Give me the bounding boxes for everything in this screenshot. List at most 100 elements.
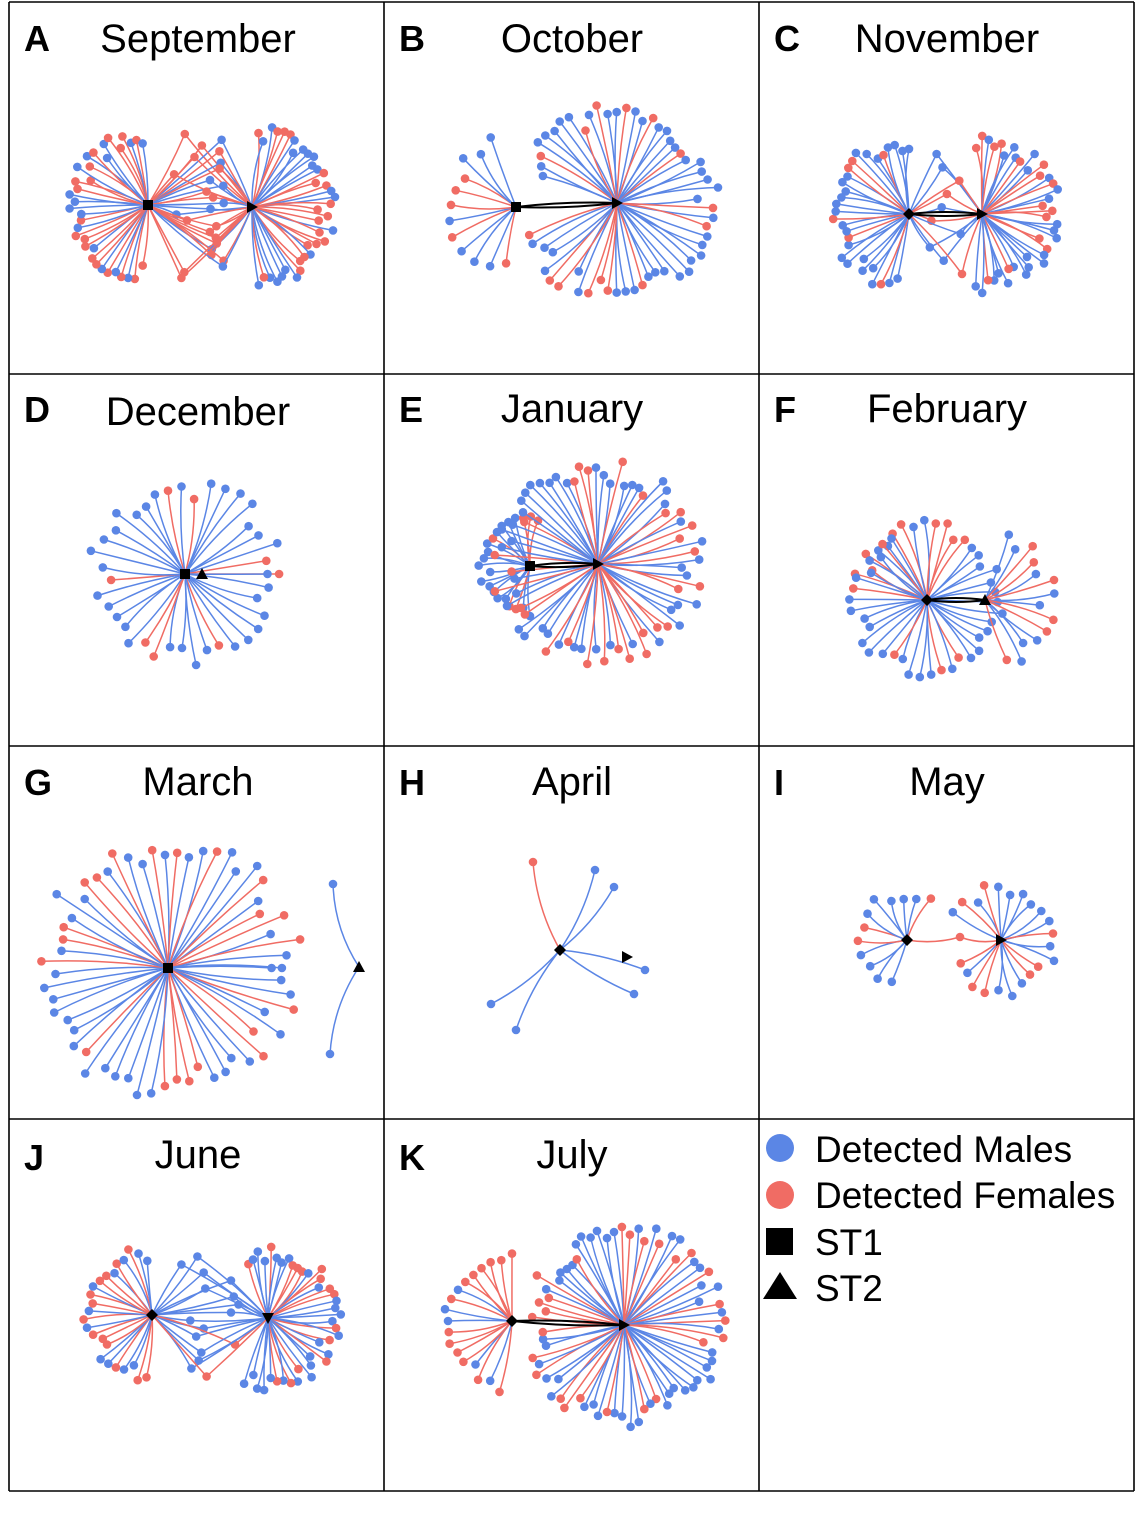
st1-node bbox=[143, 200, 153, 210]
male-node bbox=[234, 1300, 243, 1309]
network-edge bbox=[906, 898, 918, 941]
male-node bbox=[569, 642, 579, 652]
network-edge bbox=[893, 599, 928, 656]
male-node bbox=[199, 1268, 208, 1277]
network-edge bbox=[529, 563, 599, 569]
network-edge bbox=[511, 1320, 625, 1327]
network-edge bbox=[97, 573, 186, 597]
female-node bbox=[214, 641, 224, 650]
male-node bbox=[82, 151, 92, 161]
male-node bbox=[938, 163, 947, 172]
network-edge bbox=[515, 202, 618, 209]
network-edge bbox=[621, 1226, 625, 1326]
network-edge bbox=[147, 196, 214, 206]
male-node bbox=[177, 643, 187, 653]
network-edge bbox=[267, 1313, 341, 1319]
network-edge bbox=[251, 133, 260, 208]
male-node bbox=[707, 1356, 717, 1366]
male-node bbox=[273, 538, 282, 548]
male-node bbox=[673, 600, 683, 610]
female-node bbox=[486, 1257, 495, 1267]
network-edge bbox=[981, 161, 1021, 215]
male-node bbox=[638, 116, 647, 126]
female-node bbox=[520, 517, 529, 527]
male-node bbox=[165, 642, 175, 652]
network-edge bbox=[597, 563, 658, 628]
female-node bbox=[541, 1307, 551, 1316]
network-edge bbox=[251, 168, 318, 208]
panel-E-header: E January bbox=[399, 387, 643, 431]
network-edge bbox=[151, 1314, 208, 1377]
male-node bbox=[1053, 185, 1062, 194]
male-node bbox=[518, 508, 528, 517]
male-node bbox=[652, 1224, 661, 1233]
network-edge bbox=[587, 202, 618, 294]
square-icon bbox=[766, 1228, 793, 1255]
network-march bbox=[37, 845, 365, 1100]
network-edge bbox=[623, 1322, 719, 1330]
male-node bbox=[123, 853, 133, 862]
female-node bbox=[102, 1271, 111, 1281]
male-node bbox=[580, 1402, 589, 1412]
network-edge bbox=[623, 1240, 646, 1326]
network-edge bbox=[267, 1317, 313, 1378]
male-node bbox=[883, 143, 893, 152]
network-edge bbox=[981, 146, 996, 215]
network-edge bbox=[849, 598, 928, 601]
network-edge bbox=[872, 213, 910, 269]
female-node bbox=[695, 582, 705, 591]
male-node bbox=[690, 1257, 699, 1267]
male-node bbox=[899, 894, 908, 904]
panel-J-header: J June bbox=[24, 1133, 241, 1178]
female-node bbox=[528, 857, 538, 867]
female-node bbox=[622, 103, 631, 113]
network-edge bbox=[167, 851, 218, 969]
network-july bbox=[440, 1222, 730, 1432]
male-node bbox=[497, 525, 507, 534]
female-node bbox=[447, 233, 457, 242]
st2-node bbox=[196, 568, 208, 579]
male-node bbox=[860, 614, 869, 623]
network-edge bbox=[206, 1317, 269, 1378]
network-edge bbox=[147, 179, 211, 206]
female-node bbox=[661, 508, 670, 518]
male-node bbox=[197, 1348, 206, 1357]
male-node bbox=[40, 983, 49, 993]
male-node bbox=[989, 276, 999, 285]
female-node bbox=[983, 275, 993, 285]
panel-title: July bbox=[536, 1133, 607, 1177]
male-node bbox=[703, 175, 712, 184]
male-node bbox=[887, 977, 897, 987]
male-node bbox=[698, 240, 707, 250]
panel-title: May bbox=[909, 760, 985, 804]
network-edge bbox=[887, 147, 910, 215]
female-node bbox=[554, 282, 563, 291]
male-node bbox=[667, 1231, 677, 1241]
st2-node bbox=[593, 558, 604, 570]
male-node bbox=[260, 1007, 270, 1017]
male-node bbox=[248, 499, 257, 509]
network-edge bbox=[167, 914, 285, 969]
network-edge bbox=[984, 599, 1008, 661]
male-node bbox=[201, 1284, 210, 1293]
male-node bbox=[132, 510, 141, 520]
network-edge bbox=[981, 157, 1017, 215]
male-node bbox=[111, 1072, 120, 1081]
female-dot-icon bbox=[766, 1181, 794, 1209]
network-edge bbox=[597, 563, 697, 606]
female-node bbox=[828, 214, 838, 224]
network-edge bbox=[926, 523, 937, 601]
male-node bbox=[948, 664, 957, 674]
male-node bbox=[912, 894, 921, 904]
male-node bbox=[276, 1030, 285, 1039]
network-edge bbox=[184, 573, 259, 630]
network-edge bbox=[623, 1234, 631, 1326]
female-node bbox=[279, 911, 289, 920]
legend-st1-label: ST1 bbox=[815, 1222, 883, 1263]
network-edge bbox=[907, 599, 928, 675]
male-node bbox=[629, 989, 639, 999]
network-january bbox=[474, 457, 707, 669]
male-node bbox=[264, 583, 273, 592]
female-node bbox=[638, 491, 648, 500]
female-node bbox=[202, 187, 211, 196]
